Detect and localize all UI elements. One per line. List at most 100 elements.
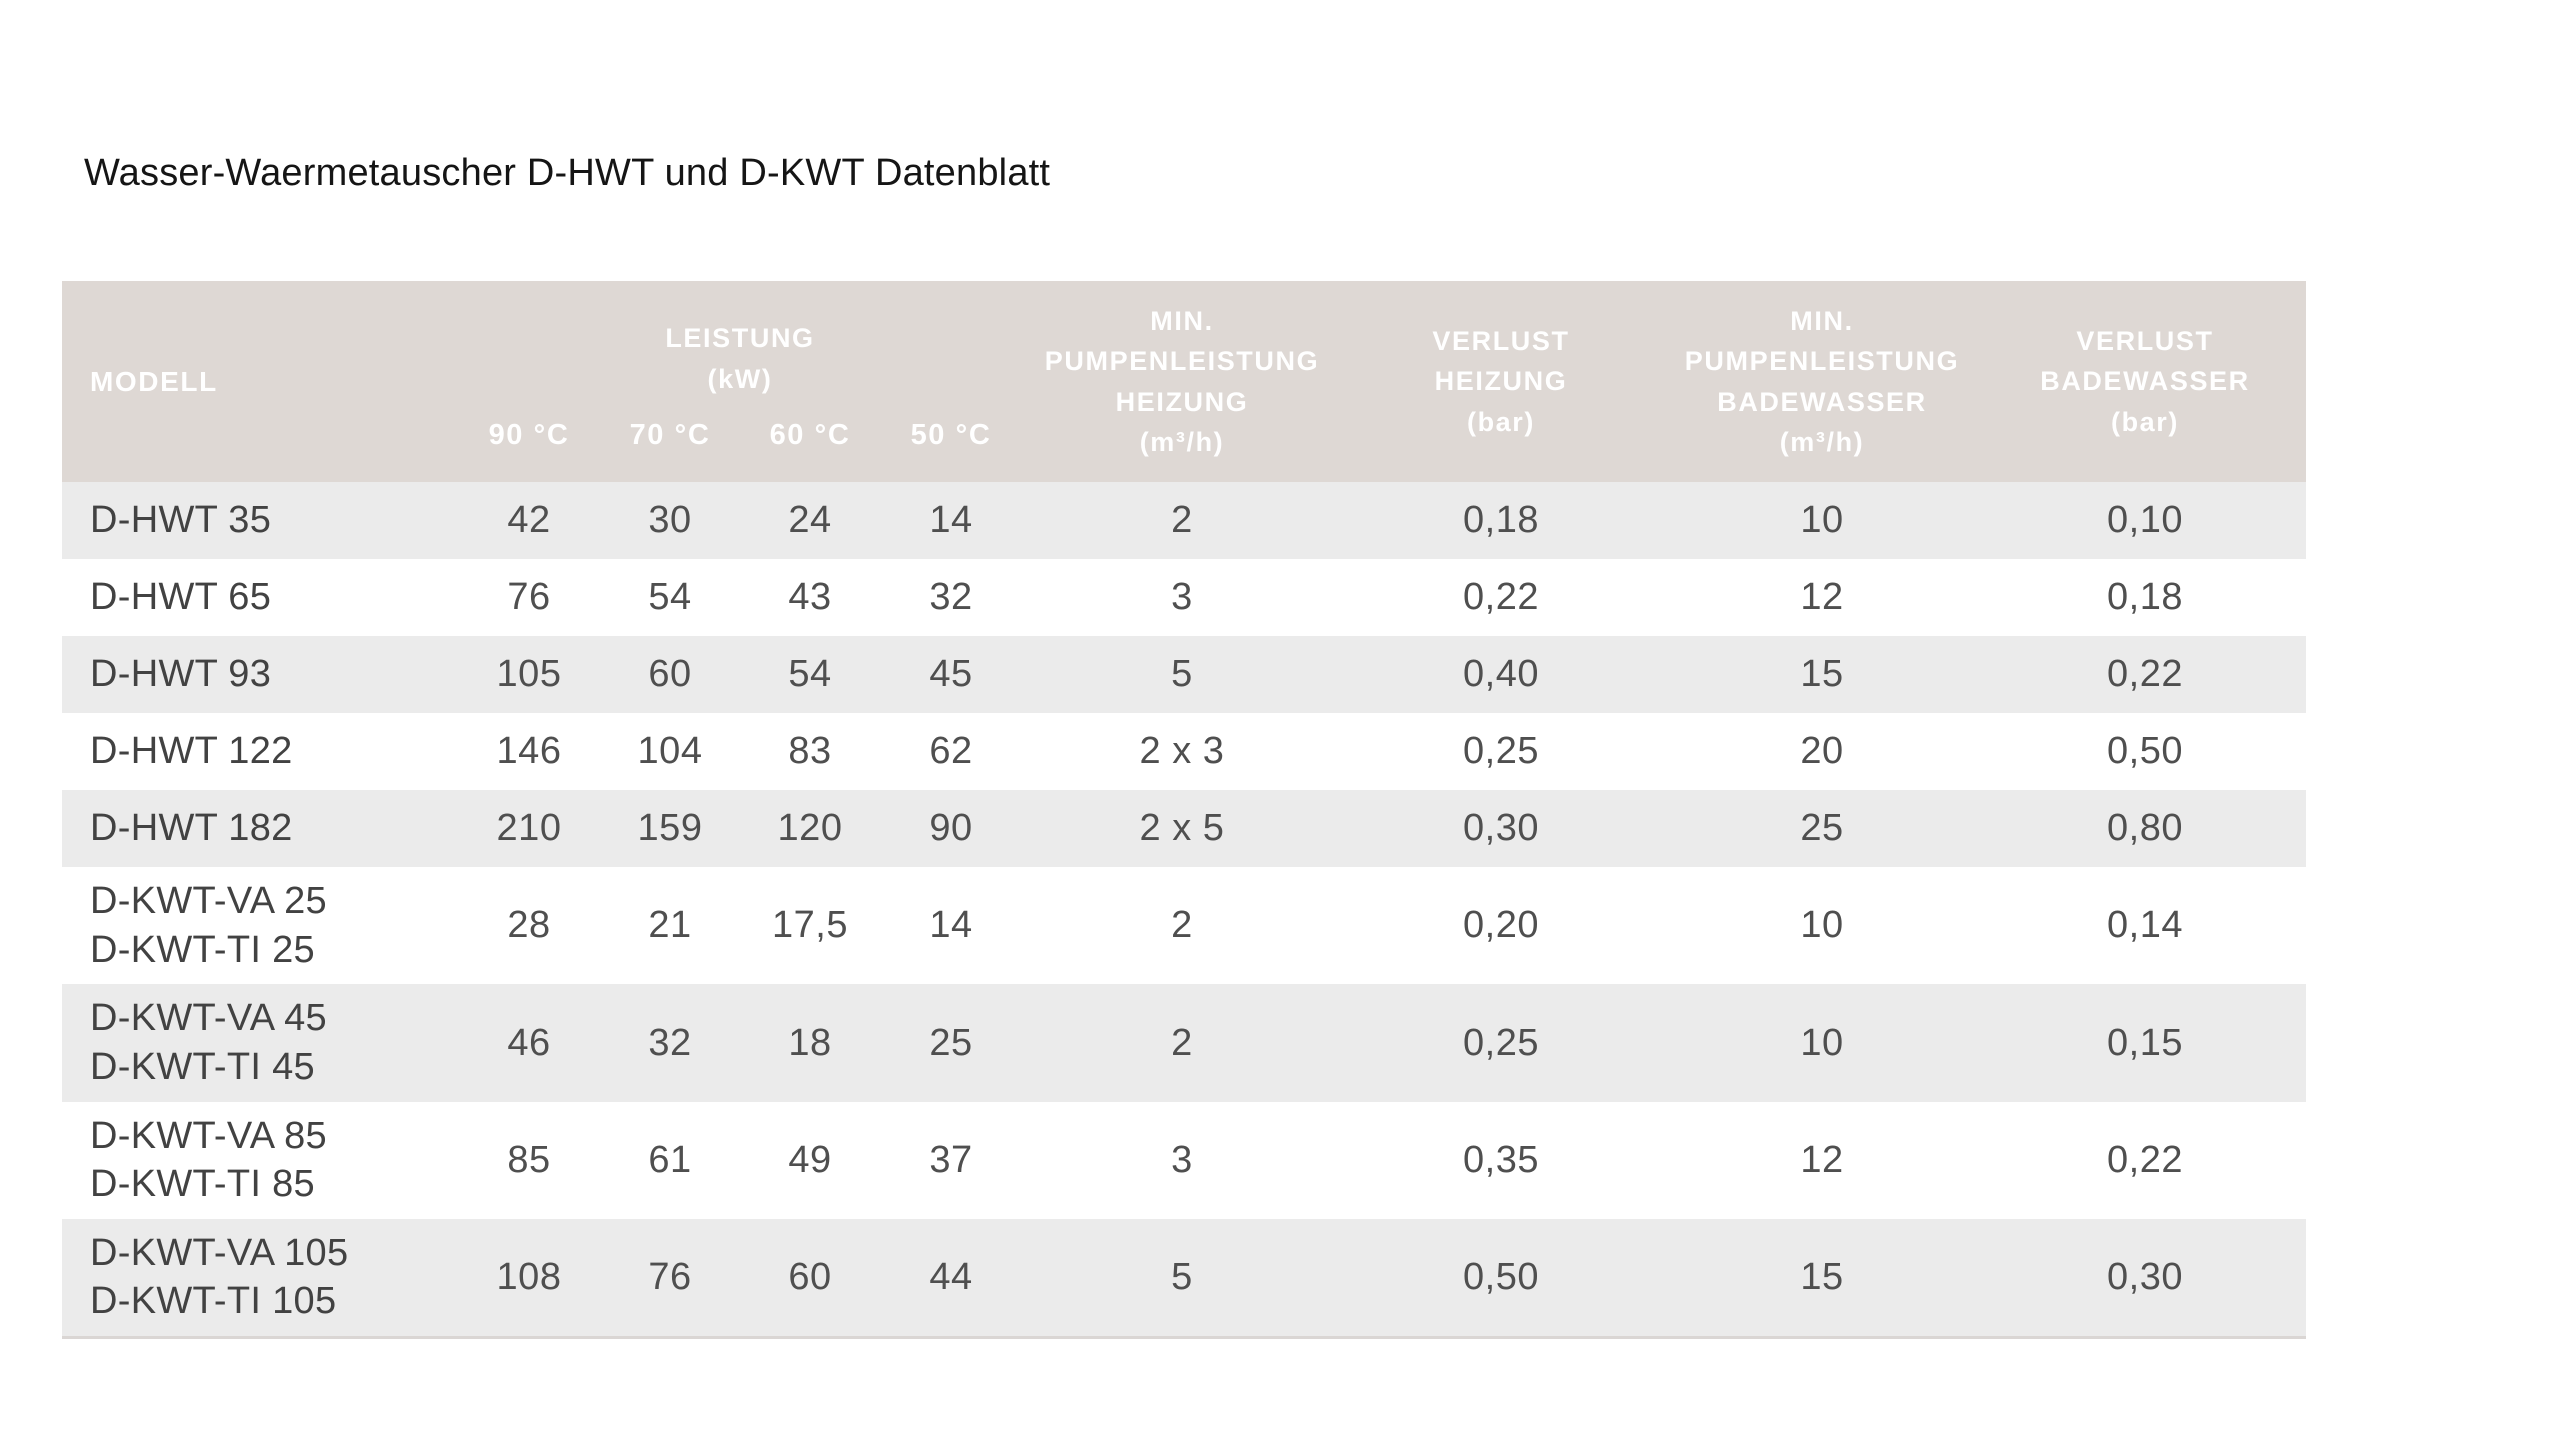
value-cell: 10 bbox=[1800, 904, 1844, 947]
value-cell: 146 bbox=[496, 730, 562, 773]
col-header-90c: 90 °C bbox=[458, 403, 600, 482]
model-cell: D-KWT-VA 45 D-KWT-TI 45 bbox=[90, 997, 327, 1088]
value-cell: 14 bbox=[929, 904, 973, 947]
value-cell: 54 bbox=[648, 576, 692, 619]
value-cell: 45 bbox=[929, 653, 973, 696]
value-cell: 0,25 bbox=[1463, 730, 1539, 773]
table-row: D-KWT-VA 85 D-KWT-TI 85 85 61 49 37 3 0,35 12 0,… bbox=[62, 1101, 2306, 1219]
model-cell: D-HWT 65 bbox=[90, 576, 272, 619]
value-cell: 2 bbox=[1171, 904, 1193, 947]
value-cell: 15 bbox=[1660, 1218, 1984, 1339]
value-cell: 0,22 bbox=[2107, 1138, 2183, 1181]
table-body: D-HWT 35 42 30 24 14 2 0,18 10 0,10 D-HWT 65 76 54 4… bbox=[62, 482, 2306, 1339]
col-header-60c: 60 °C bbox=[740, 403, 880, 482]
value-cell: 32 bbox=[648, 1021, 692, 1064]
col-header-leistung-kw: LEISTUNG (kW) bbox=[458, 281, 1022, 403]
value-cell: 210 bbox=[496, 807, 562, 850]
value-cell: 17,5 bbox=[772, 904, 848, 947]
header-row-groups: MODELL LEISTUNG (kW) MIN. PUMPENLEISTUNG… bbox=[62, 281, 2306, 482]
value-cell: 20 bbox=[1800, 730, 1844, 773]
value-cell: 44 bbox=[880, 1218, 1022, 1339]
model-cell: D-HWT 182 bbox=[90, 807, 293, 850]
value-cell: 159 bbox=[637, 807, 703, 850]
value-cell: 0,22 bbox=[2107, 653, 2183, 696]
value-cell: 2 x 3 bbox=[1139, 730, 1225, 773]
value-cell: 42 bbox=[507, 499, 551, 542]
model-cell: D-HWT 93 bbox=[90, 653, 272, 696]
value-cell: 25 bbox=[929, 1021, 973, 1064]
model-cell: D-KWT-VA 25 D-KWT-TI 25 bbox=[90, 880, 327, 971]
value-cell: 0,80 bbox=[2107, 807, 2183, 850]
value-cell: 0,20 bbox=[1463, 904, 1539, 947]
value-cell: 76 bbox=[600, 1218, 740, 1339]
table-row: D-KWT-VA 25 D-KWT-TI 25 28 21 17,5 14 2 0,20 10… bbox=[62, 867, 2306, 985]
value-cell: 60 bbox=[648, 653, 692, 696]
table-row: D-KWT-VA 45 D-KWT-TI 45 46 32 18 25 2 0,25 10 0,… bbox=[62, 984, 2306, 1102]
value-cell: 54 bbox=[788, 653, 832, 696]
value-cell: 14 bbox=[929, 499, 973, 542]
value-cell: 0,10 bbox=[2107, 499, 2183, 542]
value-cell: 25 bbox=[1800, 807, 1844, 850]
value-cell: 0,50 bbox=[2107, 730, 2183, 773]
value-cell: 18 bbox=[788, 1021, 832, 1064]
value-cell: 60 bbox=[740, 1218, 880, 1339]
value-cell: 3 bbox=[1171, 1138, 1193, 1181]
col-header-50c: 50 °C bbox=[880, 403, 1022, 482]
value-cell: 83 bbox=[788, 730, 832, 773]
value-cell: 46 bbox=[507, 1021, 551, 1064]
value-cell: 85 bbox=[507, 1138, 551, 1181]
table-row: D-HWT 35 42 30 24 14 2 0,18 10 0,10 bbox=[62, 482, 2306, 559]
value-cell: 76 bbox=[507, 576, 551, 619]
value-cell: 0,18 bbox=[2107, 576, 2183, 619]
value-cell: 12 bbox=[1800, 1138, 1844, 1181]
value-cell: 0,14 bbox=[2107, 904, 2183, 947]
table-row: D-HWT 93 105 60 54 45 5 0,40 15 0,22 bbox=[62, 636, 2306, 713]
model-cell: D-KWT-VA 85 D-KWT-TI 85 bbox=[90, 1114, 327, 1206]
value-cell: 12 bbox=[1800, 576, 1844, 619]
value-cell: 21 bbox=[648, 904, 692, 947]
value-cell: 0,25 bbox=[1463, 1021, 1539, 1064]
value-cell: 0,35 bbox=[1463, 1138, 1539, 1181]
value-cell: 0,30 bbox=[1984, 1218, 2306, 1339]
value-cell: 0,30 bbox=[1463, 807, 1539, 850]
value-cell: 5 bbox=[1022, 1218, 1342, 1339]
header-row-temperatures: 90 °C 70 °C 60 °C 50 °C bbox=[62, 403, 2306, 482]
value-cell: 104 bbox=[637, 730, 703, 773]
model-cell: D-HWT 122 bbox=[90, 730, 293, 773]
table-row: D-HWT 182 210 159 120 90 2 x 5 0,30 25 0,80 bbox=[62, 790, 2306, 867]
col-header-min-pumpenleistung-heizung: MIN. PUMPENLEISTUNG HEIZUNG (m³/h) bbox=[1022, 281, 1342, 482]
col-header-modell: MODELL bbox=[62, 281, 458, 482]
value-cell: 43 bbox=[788, 576, 832, 619]
value-cell: 28 bbox=[507, 904, 551, 947]
col-header-min-pumpenleistung-badewasser: MIN. PUMPENLEISTUNG BADEWASSER (m³/h) bbox=[1660, 281, 1984, 482]
value-cell: 0,15 bbox=[2107, 1021, 2183, 1064]
table-header: MODELL LEISTUNG (kW) MIN. PUMPENLEISTUNG… bbox=[62, 281, 2306, 482]
value-cell: 10 bbox=[1800, 1021, 1844, 1064]
model-cell: D-HWT 35 bbox=[90, 499, 272, 542]
value-cell: 62 bbox=[929, 730, 973, 773]
value-cell: 5 bbox=[1171, 653, 1193, 696]
value-cell: 120 bbox=[777, 807, 843, 850]
value-cell: 61 bbox=[648, 1138, 692, 1181]
value-cell: 3 bbox=[1171, 576, 1193, 619]
value-cell: 2 x 5 bbox=[1139, 807, 1225, 850]
value-cell: 30 bbox=[648, 499, 692, 542]
table-row: D-KWT-VA 105 D-KWT-TI 105 108 76 60 44 5 0,50 1… bbox=[62, 1218, 2306, 1339]
value-cell: 2 bbox=[1171, 1021, 1193, 1064]
value-cell: 108 bbox=[458, 1218, 600, 1339]
value-cell: 2 bbox=[1171, 499, 1193, 542]
table-row: D-HWT 122 146 104 83 62 2 x 3 0,25 20 0,50 bbox=[62, 713, 2306, 790]
value-cell: 0,18 bbox=[1463, 499, 1539, 542]
datasheet-table: MODELL LEISTUNG (kW) MIN. PUMPENLEISTUNG… bbox=[62, 281, 2306, 1339]
value-cell: 10 bbox=[1800, 499, 1844, 542]
value-cell: 32 bbox=[929, 576, 973, 619]
col-header-70c: 70 °C bbox=[600, 403, 740, 482]
value-cell: 0,40 bbox=[1463, 653, 1539, 696]
table-row: D-HWT 65 76 54 43 32 3 0,22 12 0,18 bbox=[62, 559, 2306, 636]
value-cell: 49 bbox=[788, 1138, 832, 1181]
model-cell: D-KWT-VA 105 D-KWT-TI 105 bbox=[62, 1218, 458, 1339]
col-header-verlust-badewasser: VERLUST BADEWASSER (bar) bbox=[1984, 281, 2306, 482]
page-title: Wasser-Waermetauscher D-HWT und D-KWT Da… bbox=[84, 152, 1051, 194]
value-cell: 24 bbox=[788, 499, 832, 542]
